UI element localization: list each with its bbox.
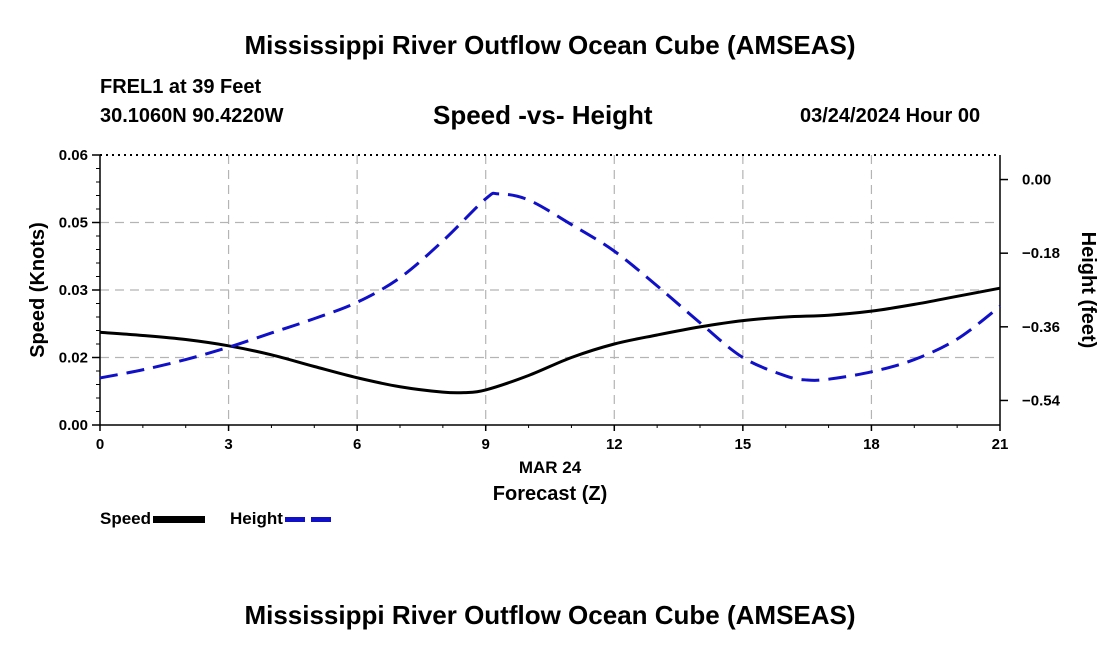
x-tick-label: 9 <box>482 436 490 453</box>
x-axis-sublabel: MAR 24 <box>519 458 582 477</box>
series-line-speed <box>99 286 1001 395</box>
main-title: Mississippi River Outflow Ocean Cube (AM… <box>244 30 856 60</box>
x-axis-title: Forecast (Z) <box>493 483 607 505</box>
x-tick-label: 21 <box>992 436 1009 453</box>
legend-height-label: Height <box>230 509 283 528</box>
speed-height-chart: 0 3 6 9 12 15 18 21 0.00 0.02 0.03 0.05 0.06 0.00 −0.1… <box>27 147 1099 505</box>
y2-tick-label: −0.36 <box>1022 319 1060 336</box>
y-axis-title: Speed (Knots) <box>27 222 49 358</box>
y-tick-label: 0.03 <box>59 282 88 299</box>
x-tick-label: 6 <box>353 436 361 453</box>
x-tick-label: 18 <box>863 436 880 453</box>
x-tick-label: 15 <box>735 436 752 453</box>
legend-height: Height <box>230 509 337 529</box>
y-tick-label: 0.05 <box>59 215 88 232</box>
chart-subtitle: Speed -vs- Height <box>433 100 653 130</box>
forecast-datetime: 03/24/2024 Hour 00 <box>800 105 981 127</box>
x-tick-label: 12 <box>606 436 623 453</box>
y2-tick-label: −0.18 <box>1022 245 1060 262</box>
station-label: FREL1 at 39 Feet <box>100 76 262 98</box>
x-tick-label: 0 <box>96 436 104 453</box>
series-line-height <box>99 191 1001 382</box>
x-tick-label: 3 <box>224 436 232 453</box>
y2-tick-label: 0.00 <box>1022 172 1051 189</box>
y-tick-label: 0.06 <box>59 147 88 164</box>
y-tick-label: 0.00 <box>59 417 88 434</box>
legend-speed-swatch <box>153 515 206 523</box>
footer-title: Mississippi River Outflow Ocean Cube (AM… <box>244 600 856 630</box>
legend-height-swatch <box>284 516 337 522</box>
station-coordinates: 30.1060N 90.4220W <box>100 105 284 127</box>
legend-speed: Speed <box>100 509 206 529</box>
y2-tick-label: −0.54 <box>1022 392 1061 409</box>
y-tick-label: 0.02 <box>59 350 88 367</box>
y2-axis-title: Height (feet) <box>1077 232 1099 349</box>
legend-speed-label: Speed <box>100 509 152 528</box>
